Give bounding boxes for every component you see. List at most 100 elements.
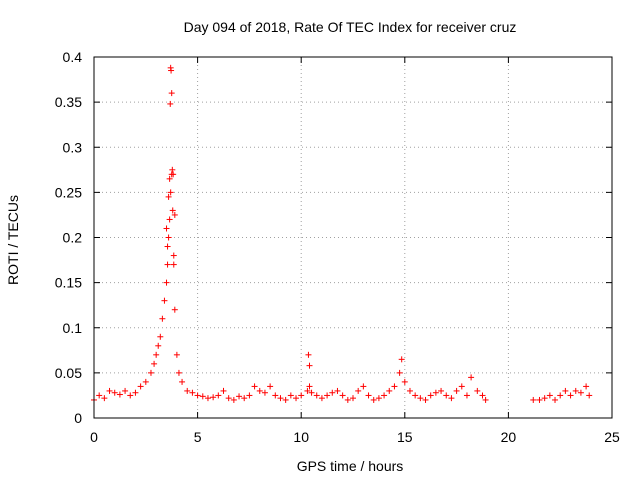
x-tick-label: 20 — [501, 429, 517, 445]
data-point — [96, 392, 103, 399]
data-point — [313, 392, 320, 399]
data-point — [572, 387, 579, 394]
y-tick-label: 0.4 — [63, 49, 83, 65]
data-point — [360, 383, 367, 390]
data-point — [153, 351, 160, 358]
data-point — [583, 383, 590, 390]
data-point — [169, 166, 176, 173]
data-point — [386, 387, 393, 394]
data-point — [396, 369, 403, 376]
data-point — [417, 395, 424, 402]
x-tick-label: 25 — [604, 429, 620, 445]
y-tick-label: 0.3 — [63, 139, 83, 155]
data-point — [159, 315, 166, 322]
data-point — [586, 392, 593, 399]
data-point — [261, 389, 268, 396]
data-point — [189, 389, 196, 396]
data-point — [166, 216, 173, 223]
data-point — [251, 383, 258, 390]
data-point — [350, 395, 356, 402]
data-point — [236, 393, 243, 400]
data-point — [304, 387, 311, 394]
data-point — [329, 389, 336, 396]
data-point — [106, 387, 113, 394]
data-point — [381, 392, 388, 399]
data-point — [199, 393, 206, 400]
y-tick-label: 0.2 — [63, 230, 83, 246]
data-point — [412, 392, 419, 399]
data-point — [365, 392, 372, 399]
data-point — [210, 394, 217, 401]
data-point — [166, 175, 173, 182]
data-point — [306, 383, 313, 390]
data-point — [308, 389, 315, 396]
data-point — [246, 392, 253, 399]
data-point — [170, 261, 177, 268]
y-axis-ticks: 0 0.05 0.1 0.15 0.2 0.25 0.3 0.35 0.4 — [55, 49, 612, 426]
y-axis-label: ROTI / TECUs — [5, 195, 21, 285]
data-point — [220, 387, 227, 394]
data-point — [230, 396, 237, 403]
data-point — [157, 333, 164, 340]
data-point — [173, 351, 180, 358]
y-tick-label: 0.35 — [55, 94, 82, 110]
data-point — [427, 392, 434, 399]
data-point — [530, 396, 537, 403]
data-point — [256, 387, 263, 394]
data-point — [163, 279, 170, 286]
data-point — [127, 392, 134, 399]
data-point — [137, 383, 144, 390]
data-point — [132, 389, 139, 396]
data-point — [147, 369, 154, 376]
x-tick-label: 10 — [293, 429, 309, 445]
data-point — [401, 378, 408, 385]
data-point — [334, 387, 341, 394]
data-point — [175, 369, 182, 376]
data-point — [536, 396, 543, 403]
y-tick-label: 0 — [74, 410, 82, 426]
data-point — [170, 252, 177, 259]
data-point — [142, 378, 149, 385]
data-point — [241, 395, 248, 402]
data-point — [458, 383, 465, 390]
data-point — [163, 225, 170, 232]
grid-lines — [94, 57, 612, 418]
data-point — [171, 211, 178, 218]
data-point — [541, 395, 548, 402]
data-point — [161, 297, 168, 304]
data-point — [164, 261, 171, 268]
data-point — [155, 342, 162, 349]
data-point — [546, 392, 553, 399]
data-point — [277, 395, 284, 402]
data-point — [482, 396, 489, 403]
data-point — [167, 189, 174, 196]
y-tick-label: 0.1 — [63, 320, 83, 336]
data-point — [557, 392, 564, 399]
data-point — [324, 392, 331, 399]
data-point — [293, 395, 300, 402]
data-point — [169, 207, 176, 214]
data-point — [552, 396, 559, 403]
data-point — [225, 395, 232, 402]
data-point — [355, 387, 362, 394]
data-point — [448, 395, 455, 402]
data-point — [167, 100, 174, 107]
data-point — [111, 389, 118, 396]
data-point — [287, 392, 294, 399]
data-point — [398, 356, 405, 363]
data-point — [370, 396, 377, 403]
data-point — [272, 392, 279, 399]
data-point — [165, 193, 172, 200]
data-point — [204, 395, 211, 402]
data-point — [432, 389, 439, 396]
data-point — [306, 362, 313, 369]
data-point — [116, 391, 123, 398]
x-tick-label: 0 — [90, 429, 98, 445]
data-point — [443, 392, 450, 399]
data-point — [577, 389, 584, 396]
data-point — [375, 395, 382, 402]
data-point — [468, 374, 475, 381]
data-point — [122, 387, 129, 394]
data-point — [164, 243, 171, 250]
